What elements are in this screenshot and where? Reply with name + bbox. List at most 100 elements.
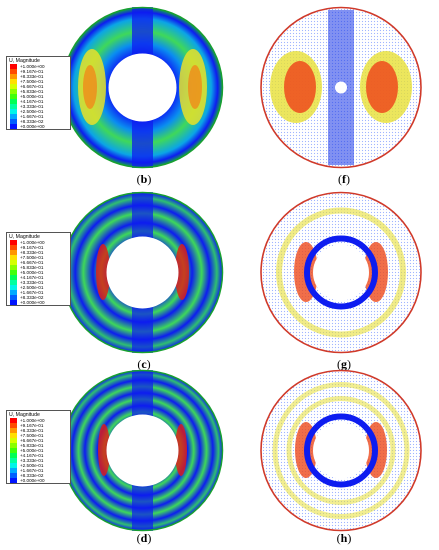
legend-swatch — [10, 124, 17, 129]
caption-c: (c) — [137, 357, 151, 371]
legend-value: +1.000e+00 — [20, 64, 45, 69]
legend-row: +7.500e-01 — [7, 433, 70, 438]
legend-swatch — [10, 64, 17, 69]
legend-row: +3.333e-01 — [7, 280, 70, 285]
legend-swatch — [10, 458, 17, 463]
legend-row: +8.333e-02 — [7, 119, 70, 124]
legend-row: +8.333e-02 — [7, 473, 70, 478]
panel-d — [60, 368, 225, 533]
legend-value: +8.333e-02 — [20, 473, 44, 478]
legend-swatch — [10, 275, 17, 280]
legend-value: +1.667e-01 — [20, 114, 44, 119]
legend-title: U, Magnitude — [9, 412, 40, 418]
legend-swatch — [10, 280, 17, 285]
legend-row: +9.167e-01 — [7, 423, 70, 428]
legend-row: +7.500e-01 — [7, 79, 70, 84]
legend-row: +9.167e-01 — [7, 245, 70, 250]
legend-swatch — [10, 114, 17, 119]
legend-row: +1.000e+00 — [7, 64, 70, 69]
legend-row: +5.833e-01 — [7, 265, 70, 270]
legend-row: +5.000e-01 — [7, 94, 70, 99]
mode-plot-h — [260, 369, 422, 532]
legend-value: +6.667e-01 — [20, 84, 44, 89]
legend-value: +3.333e-01 — [20, 280, 44, 285]
legend-row: +1.667e-01 — [7, 468, 70, 473]
legend-row: +7.500e-01 — [7, 255, 70, 260]
legend-row: +2.500e-01 — [7, 463, 70, 468]
legend-swatch — [10, 245, 17, 250]
legend-title: U, Magnitude — [9, 234, 40, 240]
caption-b: (b) — [136, 172, 152, 186]
legend-row2: U, Magnitude +1.000e+00 +9.167e-01 +8.333e-… — [6, 232, 71, 306]
legend-value: +2.500e-01 — [20, 109, 44, 114]
legend-value: +6.667e-01 — [20, 260, 44, 265]
legend-swatch — [10, 94, 17, 99]
legend-swatch — [10, 240, 17, 245]
legend-row: +6.667e-01 — [7, 84, 70, 89]
legend-title: U, Magnitude — [9, 58, 40, 64]
legend-value: +5.000e-01 — [20, 270, 44, 275]
panel-f — [256, 5, 426, 170]
legend-row: +4.167e-01 — [7, 275, 70, 280]
panel-c — [60, 190, 225, 355]
legend-row: +5.833e-01 — [7, 89, 70, 94]
legend-value: +1.667e-01 — [20, 468, 44, 473]
legend-row: +4.167e-01 — [7, 99, 70, 104]
legend-value: +0.000e+00 — [20, 478, 45, 483]
caption-f: (f) — [338, 172, 350, 186]
legend-row: +3.333e-01 — [7, 104, 70, 109]
legend-swatch — [10, 79, 17, 84]
legend-value: +2.500e-01 — [20, 463, 44, 468]
legend-row: +0.000e+00 — [7, 478, 70, 483]
legend-value: +3.333e-01 — [20, 104, 44, 109]
legend-row1: U, Magnitude +1.000e+00 +9.167e-01 +8.333e-… — [6, 56, 71, 130]
legend-swatch — [10, 463, 17, 468]
legend-value: +1.667e-01 — [20, 290, 44, 295]
legend-value: +5.000e-01 — [20, 448, 44, 453]
legend-swatch — [10, 99, 17, 104]
legend-row: +5.833e-01 — [7, 443, 70, 448]
legend-swatch — [10, 428, 17, 433]
legend-value: +5.000e-01 — [20, 94, 44, 99]
legend-row3: U, Magnitude +1.000e+00 +9.167e-01 +8.333e-… — [6, 410, 71, 484]
legend-swatch — [10, 433, 17, 438]
legend-value: +7.500e-01 — [20, 79, 44, 84]
legend-value: +1.000e+00 — [20, 418, 45, 423]
legend-swatch — [10, 295, 17, 300]
legend-row: +1.000e+00 — [7, 240, 70, 245]
legend-row: +0.000e+00 — [7, 300, 70, 305]
legend-value: +0.000e+00 — [20, 124, 45, 129]
mode-plot-g — [260, 191, 422, 354]
panel-h — [256, 368, 426, 533]
legend-value: +8.333e-02 — [20, 119, 44, 124]
legend-row: +8.333e-01 — [7, 250, 70, 255]
legend-swatch — [10, 89, 17, 94]
legend-swatch — [10, 255, 17, 260]
legend-swatch — [10, 270, 17, 275]
legend-swatch — [10, 438, 17, 443]
legend-swatch — [10, 109, 17, 114]
legend-row: +5.000e-01 — [7, 448, 70, 453]
legend-value: +7.500e-01 — [20, 255, 44, 260]
legend-swatch — [10, 423, 17, 428]
legend-row: +5.000e-01 — [7, 270, 70, 275]
legend-value: +9.167e-01 — [20, 69, 44, 74]
legend-swatch — [10, 300, 17, 305]
legend-swatch — [10, 285, 17, 290]
caption-g: (g) — [337, 357, 351, 371]
legend-row: +1.000e+00 — [7, 418, 70, 423]
legend-row: +9.167e-01 — [7, 69, 70, 74]
panel-b — [60, 5, 225, 170]
legend-swatch — [10, 290, 17, 295]
legend-swatch — [10, 448, 17, 453]
legend-row: +8.333e-01 — [7, 428, 70, 433]
legend-row: +8.333e-02 — [7, 295, 70, 300]
legend-swatch — [10, 478, 17, 483]
legend-swatch — [10, 104, 17, 109]
legend-value: +4.167e-01 — [20, 453, 44, 458]
legend-value: +4.167e-01 — [20, 275, 44, 280]
legend-swatch — [10, 265, 17, 270]
legend-swatch — [10, 453, 17, 458]
mode-plot-f — [260, 6, 422, 169]
legend-value: +2.500e-01 — [20, 285, 44, 290]
